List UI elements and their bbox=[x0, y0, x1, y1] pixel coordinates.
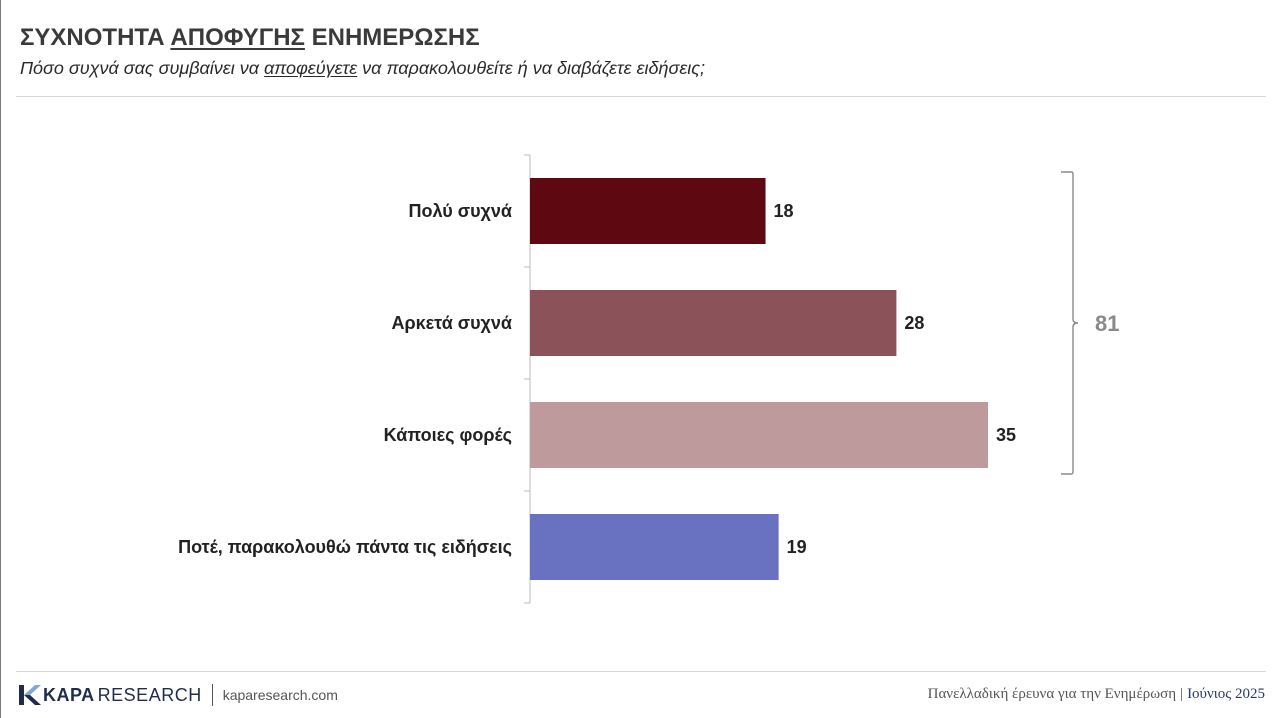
footer-separator: | bbox=[1180, 686, 1184, 702]
subtitle-underlined-word: αποφεύγετε bbox=[263, 58, 358, 78]
bracket-total-label: 81 bbox=[1095, 311, 1119, 336]
page-subtitle: Πόσο συχνά σας συμβαίνει να αποφεύγετε ν… bbox=[20, 58, 705, 79]
category-label: Αρκετά συχνά bbox=[391, 313, 512, 333]
subtitle-part-2: να παρακολουθείτε ή να διαβάζετε ειδήσει… bbox=[357, 58, 705, 78]
title-underlined-word: ΑΠΟΦΥΓΗΣ bbox=[170, 24, 305, 51]
category-label: Ποτέ, παρακολουθώ πάντα τις ειδήσεις bbox=[178, 537, 512, 557]
footer-divider bbox=[16, 671, 1266, 672]
title-part-1: ΣΥΧΝΟΤΗΤΑ bbox=[20, 24, 171, 51]
logo-text-kapa: KAPA bbox=[43, 684, 95, 705]
kapa-research-logo[interactable]: KAPA RESEARCH kaparesearch.com bbox=[18, 683, 338, 707]
data-label: 35 bbox=[996, 425, 1016, 445]
data-label: 18 bbox=[774, 201, 794, 221]
category-label: Πολύ συχνά bbox=[409, 201, 512, 221]
bar-3 bbox=[530, 402, 988, 468]
footer-survey-info: Πανελλαδική έρευνα για την Ενημέρωση | Ιού… bbox=[928, 686, 1265, 703]
data-label: 19 bbox=[787, 537, 807, 557]
bar-1 bbox=[530, 178, 766, 244]
title-part-2: ΕΝΗΜΕΡΩΣΗΣ bbox=[304, 24, 480, 51]
survey-name: Πανελλαδική έρευνα για την Ενημέρωση bbox=[927, 686, 1177, 702]
logo-separator bbox=[211, 684, 213, 706]
bar-4 bbox=[530, 514, 779, 580]
header-divider bbox=[16, 96, 1266, 97]
data-label: 28 bbox=[904, 313, 924, 333]
survey-date: Ιούνιος 2025 bbox=[1187, 686, 1265, 702]
website-link[interactable]: kaparesearch.com bbox=[222, 687, 338, 703]
logo-text-research: RESEARCH bbox=[97, 684, 202, 705]
category-label: Κάποιες φορές bbox=[384, 425, 512, 445]
subtitle-part-1: Πόσο συχνά σας συμβαίνει να bbox=[20, 58, 264, 78]
page-title: ΣΥΧΝΟΤΗΤΑ ΑΠΟΦΥΓΗΣ ΕΝΗΜΕΡΩΣΗΣ bbox=[20, 24, 480, 52]
kapa-logo-icon bbox=[19, 685, 41, 705]
bracket-line bbox=[1061, 171, 1079, 475]
bar-2 bbox=[530, 290, 897, 356]
left-border-line bbox=[0, 0, 1, 718]
